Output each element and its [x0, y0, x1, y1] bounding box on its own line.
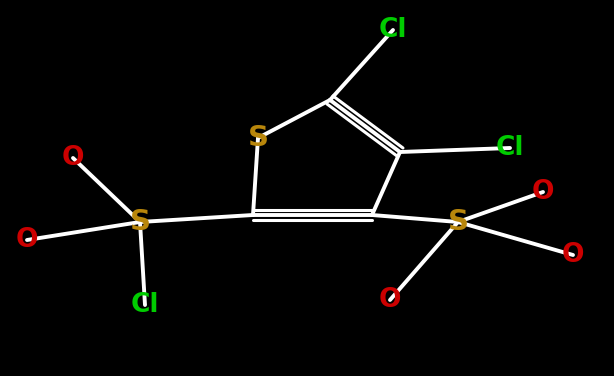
Text: O: O	[379, 287, 402, 313]
Text: Cl: Cl	[131, 292, 159, 318]
Text: O: O	[532, 179, 554, 205]
Text: O: O	[562, 242, 585, 268]
Text: Cl: Cl	[495, 135, 524, 161]
Text: O: O	[16, 227, 38, 253]
Text: S: S	[130, 208, 150, 236]
Text: S: S	[448, 208, 468, 236]
Text: S: S	[247, 124, 268, 152]
Text: O: O	[62, 145, 84, 171]
Text: Cl: Cl	[379, 17, 407, 43]
